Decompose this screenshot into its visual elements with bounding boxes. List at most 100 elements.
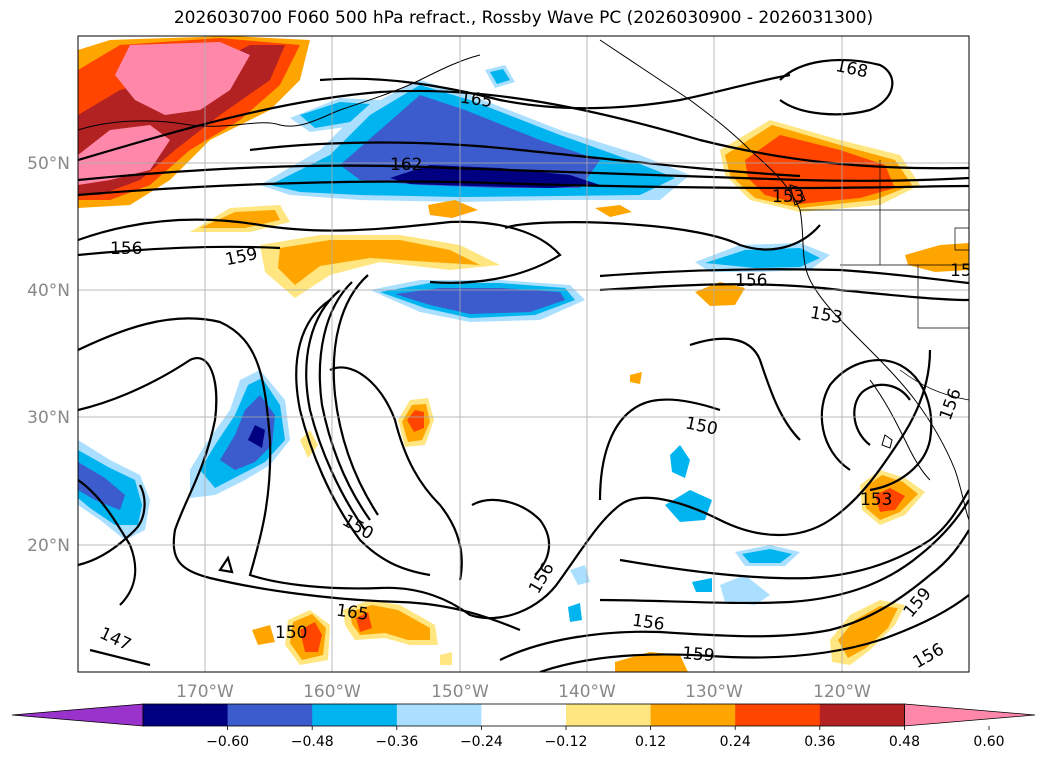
- contour-line: [305, 289, 366, 531]
- anomaly-fill: [838, 606, 898, 658]
- colorbar-segment: [566, 704, 652, 726]
- y-tick-label: 40°N: [27, 281, 70, 301]
- anomaly-fill: [745, 135, 895, 204]
- colorbar-extend-min: [11, 703, 144, 727]
- anomaly-fill: [395, 288, 565, 314]
- contour-line: [599, 283, 969, 302]
- anomaly-fill: [720, 575, 770, 605]
- colorbar: −0.60 −0.48 −0.36 −0.24 −0.12 0.12 0.24 0.36 0.4…: [11, 703, 1036, 750]
- contour-line: [779, 58, 894, 116]
- x-tick-label: 120°W: [813, 682, 871, 702]
- anomaly-fill: [340, 95, 600, 188]
- anomaly-fill: [300, 430, 318, 458]
- contour-label: 159: [900, 584, 936, 622]
- anomaly-fill: [875, 488, 905, 512]
- contour-labels: 168 165 162 159 156 156 153 153 150 150 …: [96, 56, 972, 673]
- anomaly-fill: [705, 248, 820, 268]
- anomaly-fill: [300, 622, 322, 652]
- colorbar-tick-label: 0.24: [720, 734, 751, 750]
- contour-line: [78, 484, 146, 567]
- contour-line: [332, 274, 379, 516]
- x-tick-label: 140°W: [558, 682, 616, 702]
- contour-label: 156: [910, 639, 948, 673]
- contour-line: [504, 221, 821, 251]
- contour-line: [295, 299, 431, 577]
- x-axis-ticks: 170°W 160°W 150°W 140°W 130°W 120°W: [176, 682, 871, 702]
- colorbar-segment: [650, 704, 736, 726]
- colorbar-tick-label: −0.36: [375, 734, 418, 750]
- colorbar-segment: [312, 704, 398, 726]
- filled-anomalies: [78, 36, 969, 672]
- colorbar-tick-label: 0.60: [973, 734, 1004, 750]
- contour-label: 156: [110, 239, 142, 259]
- contour-label: 165: [459, 88, 494, 112]
- contour-label: 165: [335, 601, 370, 625]
- anomaly-fill: [440, 652, 452, 665]
- x-tick-label: 160°W: [303, 682, 361, 702]
- contour-line: [539, 594, 969, 672]
- colorbar-segment: [735, 704, 821, 726]
- anomaly-fill: [742, 549, 792, 563]
- contour-line: [329, 366, 463, 581]
- y-tick-label: 50°N: [27, 154, 70, 174]
- coastline: [869, 379, 931, 481]
- contour-label: 15: [950, 261, 972, 281]
- contour-line: [89, 648, 151, 667]
- contour-line: [78, 89, 969, 170]
- anomaly-fill: [428, 200, 478, 218]
- colorbar-tick-label: −0.12: [545, 734, 588, 750]
- contour-label: 168: [834, 56, 870, 82]
- chart-title: 2026030700 F060 500 hPa refract., Rossby…: [173, 8, 874, 28]
- border: [954, 227, 969, 251]
- anomaly-fill: [356, 612, 372, 632]
- contour-line: [853, 383, 911, 446]
- colorbar-segment: [227, 704, 313, 726]
- contour-line: [619, 489, 969, 580]
- contour-line: [689, 337, 801, 441]
- colorbar-segment: [143, 704, 229, 726]
- anomaly-fill: [630, 372, 642, 384]
- map-area: 168 165 162 159 156 156 153 153 150 150 …: [78, 36, 972, 673]
- anomaly-fill: [350, 605, 430, 640]
- anomaly-fill: [615, 652, 688, 672]
- coastline: [789, 184, 806, 206]
- contour-label: 153: [772, 187, 804, 207]
- anomaly-fill: [252, 625, 275, 645]
- colorbar-tick-label: 0.12: [635, 734, 666, 750]
- contour-line: [598, 398, 721, 501]
- contour-line: [499, 529, 969, 661]
- borders: [800, 160, 969, 401]
- anomaly-fill: [570, 565, 590, 585]
- contour-line: [78, 245, 281, 257]
- contour-line: [471, 498, 551, 576]
- colorbar-tick-label: 0.36: [804, 734, 835, 750]
- colorbar-segment: [819, 704, 905, 726]
- contour-line: [820, 359, 933, 492]
- coastlines: [78, 39, 969, 521]
- contour-label: 156: [936, 386, 966, 423]
- anomaly-fill: [78, 462, 125, 510]
- border: [917, 265, 969, 329]
- contour-label: 156: [735, 271, 767, 291]
- contour-label: 147: [96, 624, 134, 656]
- anomaly-fill: [200, 210, 280, 228]
- contour-label: 153: [860, 490, 892, 510]
- map-frame: [77, 35, 970, 673]
- anomaly-fill: [278, 240, 480, 285]
- coastline: [881, 434, 893, 449]
- contour-line: [78, 164, 969, 182]
- contour-label: 150: [275, 623, 307, 643]
- contour-line: [78, 180, 969, 197]
- contour-label: 159: [681, 643, 715, 666]
- anomaly-fill: [490, 69, 510, 84]
- contour-line: [319, 73, 791, 110]
- anomaly-fill: [220, 395, 275, 470]
- border: [899, 369, 969, 401]
- colorbar-extend-max: [904, 703, 1036, 727]
- colorbar-tick-label: −0.48: [291, 734, 334, 750]
- contour-label: 159: [224, 244, 260, 270]
- contour-line: [218, 555, 234, 574]
- colorbar-tick-label: 0.48: [889, 734, 920, 750]
- y-tick-label: 20°N: [27, 536, 70, 556]
